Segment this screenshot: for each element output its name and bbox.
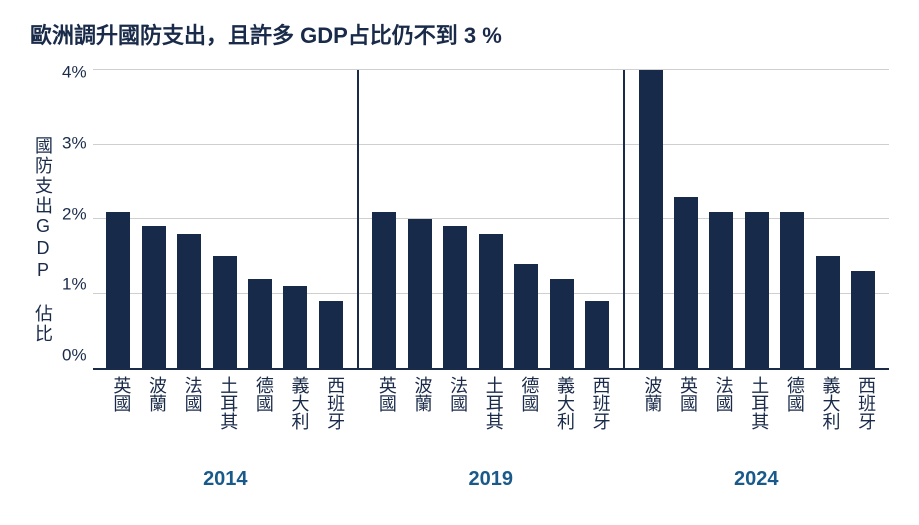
bar [142, 226, 166, 368]
x-category-label: 法國 [178, 376, 202, 466]
bar [514, 264, 538, 368]
x-category-label: 義大利 [815, 376, 839, 466]
x-category-label: 英國 [372, 376, 396, 466]
x-category-label: 英國 [106, 376, 130, 466]
bar [443, 226, 467, 368]
chart-container: 國防支出GDP 佔比 4%3%2%1%0% 英國波蘭法國土耳其德國義大利西班牙英… [30, 70, 889, 500]
x-category-label: 波蘭 [407, 376, 431, 466]
x-panel: 英國波蘭法國土耳其德國義大利西班牙 [358, 376, 623, 466]
bar [106, 212, 130, 368]
panels [93, 70, 889, 368]
bar [674, 197, 698, 368]
x-axis-labels: 英國波蘭法國土耳其德國義大利西班牙英國波蘭法國土耳其德國義大利西班牙波蘭英國法國… [93, 376, 889, 466]
chart-title: 歐洲調升國防支出，且許多 GDP占比仍不到 3 % [30, 18, 889, 50]
bar [177, 234, 201, 368]
year-label: 2019 [358, 468, 623, 491]
x-category-label: 德國 [780, 376, 804, 466]
x-category-label: 西班牙 [851, 376, 875, 466]
x-category-label: 義大利 [550, 376, 574, 466]
bar [780, 212, 804, 368]
chart-panel [623, 70, 889, 368]
x-category-label: 德國 [249, 376, 273, 466]
year-labels: 201420192024 [93, 468, 889, 491]
bar [585, 301, 609, 368]
bar [709, 212, 733, 368]
y-tick: 4% [62, 64, 87, 81]
y-tick: 0% [62, 347, 87, 364]
bar [745, 212, 769, 368]
x-category-label: 英國 [673, 376, 697, 466]
bar [372, 212, 396, 368]
x-category-label: 波蘭 [637, 376, 661, 466]
plot-area [93, 70, 889, 370]
x-category-label: 西班牙 [586, 376, 610, 466]
x-category-label: 波蘭 [142, 376, 166, 466]
x-category-label: 西班牙 [320, 376, 344, 466]
y-tick: 3% [62, 134, 87, 151]
bar [816, 256, 840, 368]
bar [550, 279, 574, 368]
bar [639, 70, 663, 368]
x-panel: 波蘭英國法國土耳其德國義大利西班牙 [624, 376, 889, 466]
bar [408, 219, 432, 368]
bar [248, 279, 272, 368]
bar [213, 256, 237, 368]
y-axis-label: 國防支出GDP 佔比 [30, 90, 62, 390]
year-label: 2014 [93, 468, 358, 491]
bar [319, 301, 343, 368]
y-tick: 1% [62, 276, 87, 293]
x-category-label: 德國 [514, 376, 538, 466]
plot-container: 英國波蘭法國土耳其德國義大利西班牙英國波蘭法國土耳其德國義大利西班牙波蘭英國法國… [93, 70, 889, 500]
x-category-label: 土耳其 [479, 376, 503, 466]
bar [851, 271, 875, 368]
y-tick: 2% [62, 205, 87, 222]
y-axis-ticks: 4%3%2%1%0% [62, 72, 93, 372]
x-category-label: 義大利 [285, 376, 309, 466]
x-category-label: 土耳其 [213, 376, 237, 466]
chart-panel [357, 70, 623, 368]
bar [479, 234, 503, 368]
x-category-label: 法國 [443, 376, 467, 466]
bar [283, 286, 307, 368]
x-panel: 英國波蘭法國土耳其德國義大利西班牙 [93, 376, 358, 466]
chart-panel [93, 70, 357, 368]
x-category-label: 土耳其 [744, 376, 768, 466]
year-label: 2024 [624, 468, 889, 491]
x-category-label: 法國 [709, 376, 733, 466]
